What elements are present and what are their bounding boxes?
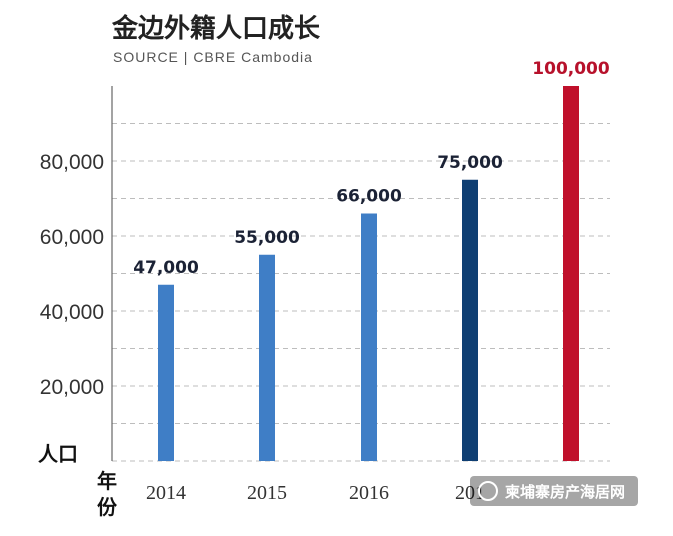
data-label-2017: 75,000 <box>437 153 503 173</box>
data-label-2014: 47,000 <box>133 258 199 278</box>
data-label-2018: 100,000 <box>532 59 610 79</box>
chat-icon <box>478 481 498 501</box>
x-tick-labels: 2014 2015 2016 201 <box>146 482 485 504</box>
watermark: 柬埔寨房产海居网 <box>470 476 638 506</box>
y-tick-label: 40,000 <box>40 301 104 324</box>
data-labels: 47,000 55,000 66,000 75,000 100,000 <box>133 59 610 278</box>
watermark-text: 柬埔寨房产海居网 <box>505 483 625 501</box>
x-axis-label-line1: 年 <box>97 469 117 493</box>
chart-source: SOURCE | CBRE Cambodia <box>113 49 313 65</box>
y-tick-label: 20,000 <box>40 376 104 399</box>
y-axis-label: 人口 <box>38 442 78 466</box>
y-tick-labels: 20,000 40,000 60,000 80,000 <box>40 151 104 399</box>
x-tick-label: 2015 <box>247 482 287 504</box>
watermark-backdrop <box>470 476 638 506</box>
bar-2016 <box>361 213 377 461</box>
bars <box>158 86 579 461</box>
data-label-2015: 55,000 <box>234 228 300 248</box>
x-tick-label: 2014 <box>146 482 186 504</box>
gridlines <box>112 123 610 462</box>
bar-2017 <box>462 179 478 461</box>
y-tick-label: 60,000 <box>40 226 104 249</box>
bar-2015 <box>259 254 275 461</box>
y-tick-label: 80,000 <box>40 151 104 174</box>
x-tick-label: 2016 <box>349 482 389 504</box>
x-axis-label: 年 份 <box>97 469 124 519</box>
x-axis-label-line2: 份 <box>97 495 118 519</box>
bar-2014 <box>158 284 174 461</box>
chart-title: 金边外籍人口成长 <box>111 13 321 44</box>
data-label-2016: 66,000 <box>336 187 402 207</box>
bar-2018 <box>563 86 579 461</box>
x-tick-label: 201 <box>455 482 485 504</box>
